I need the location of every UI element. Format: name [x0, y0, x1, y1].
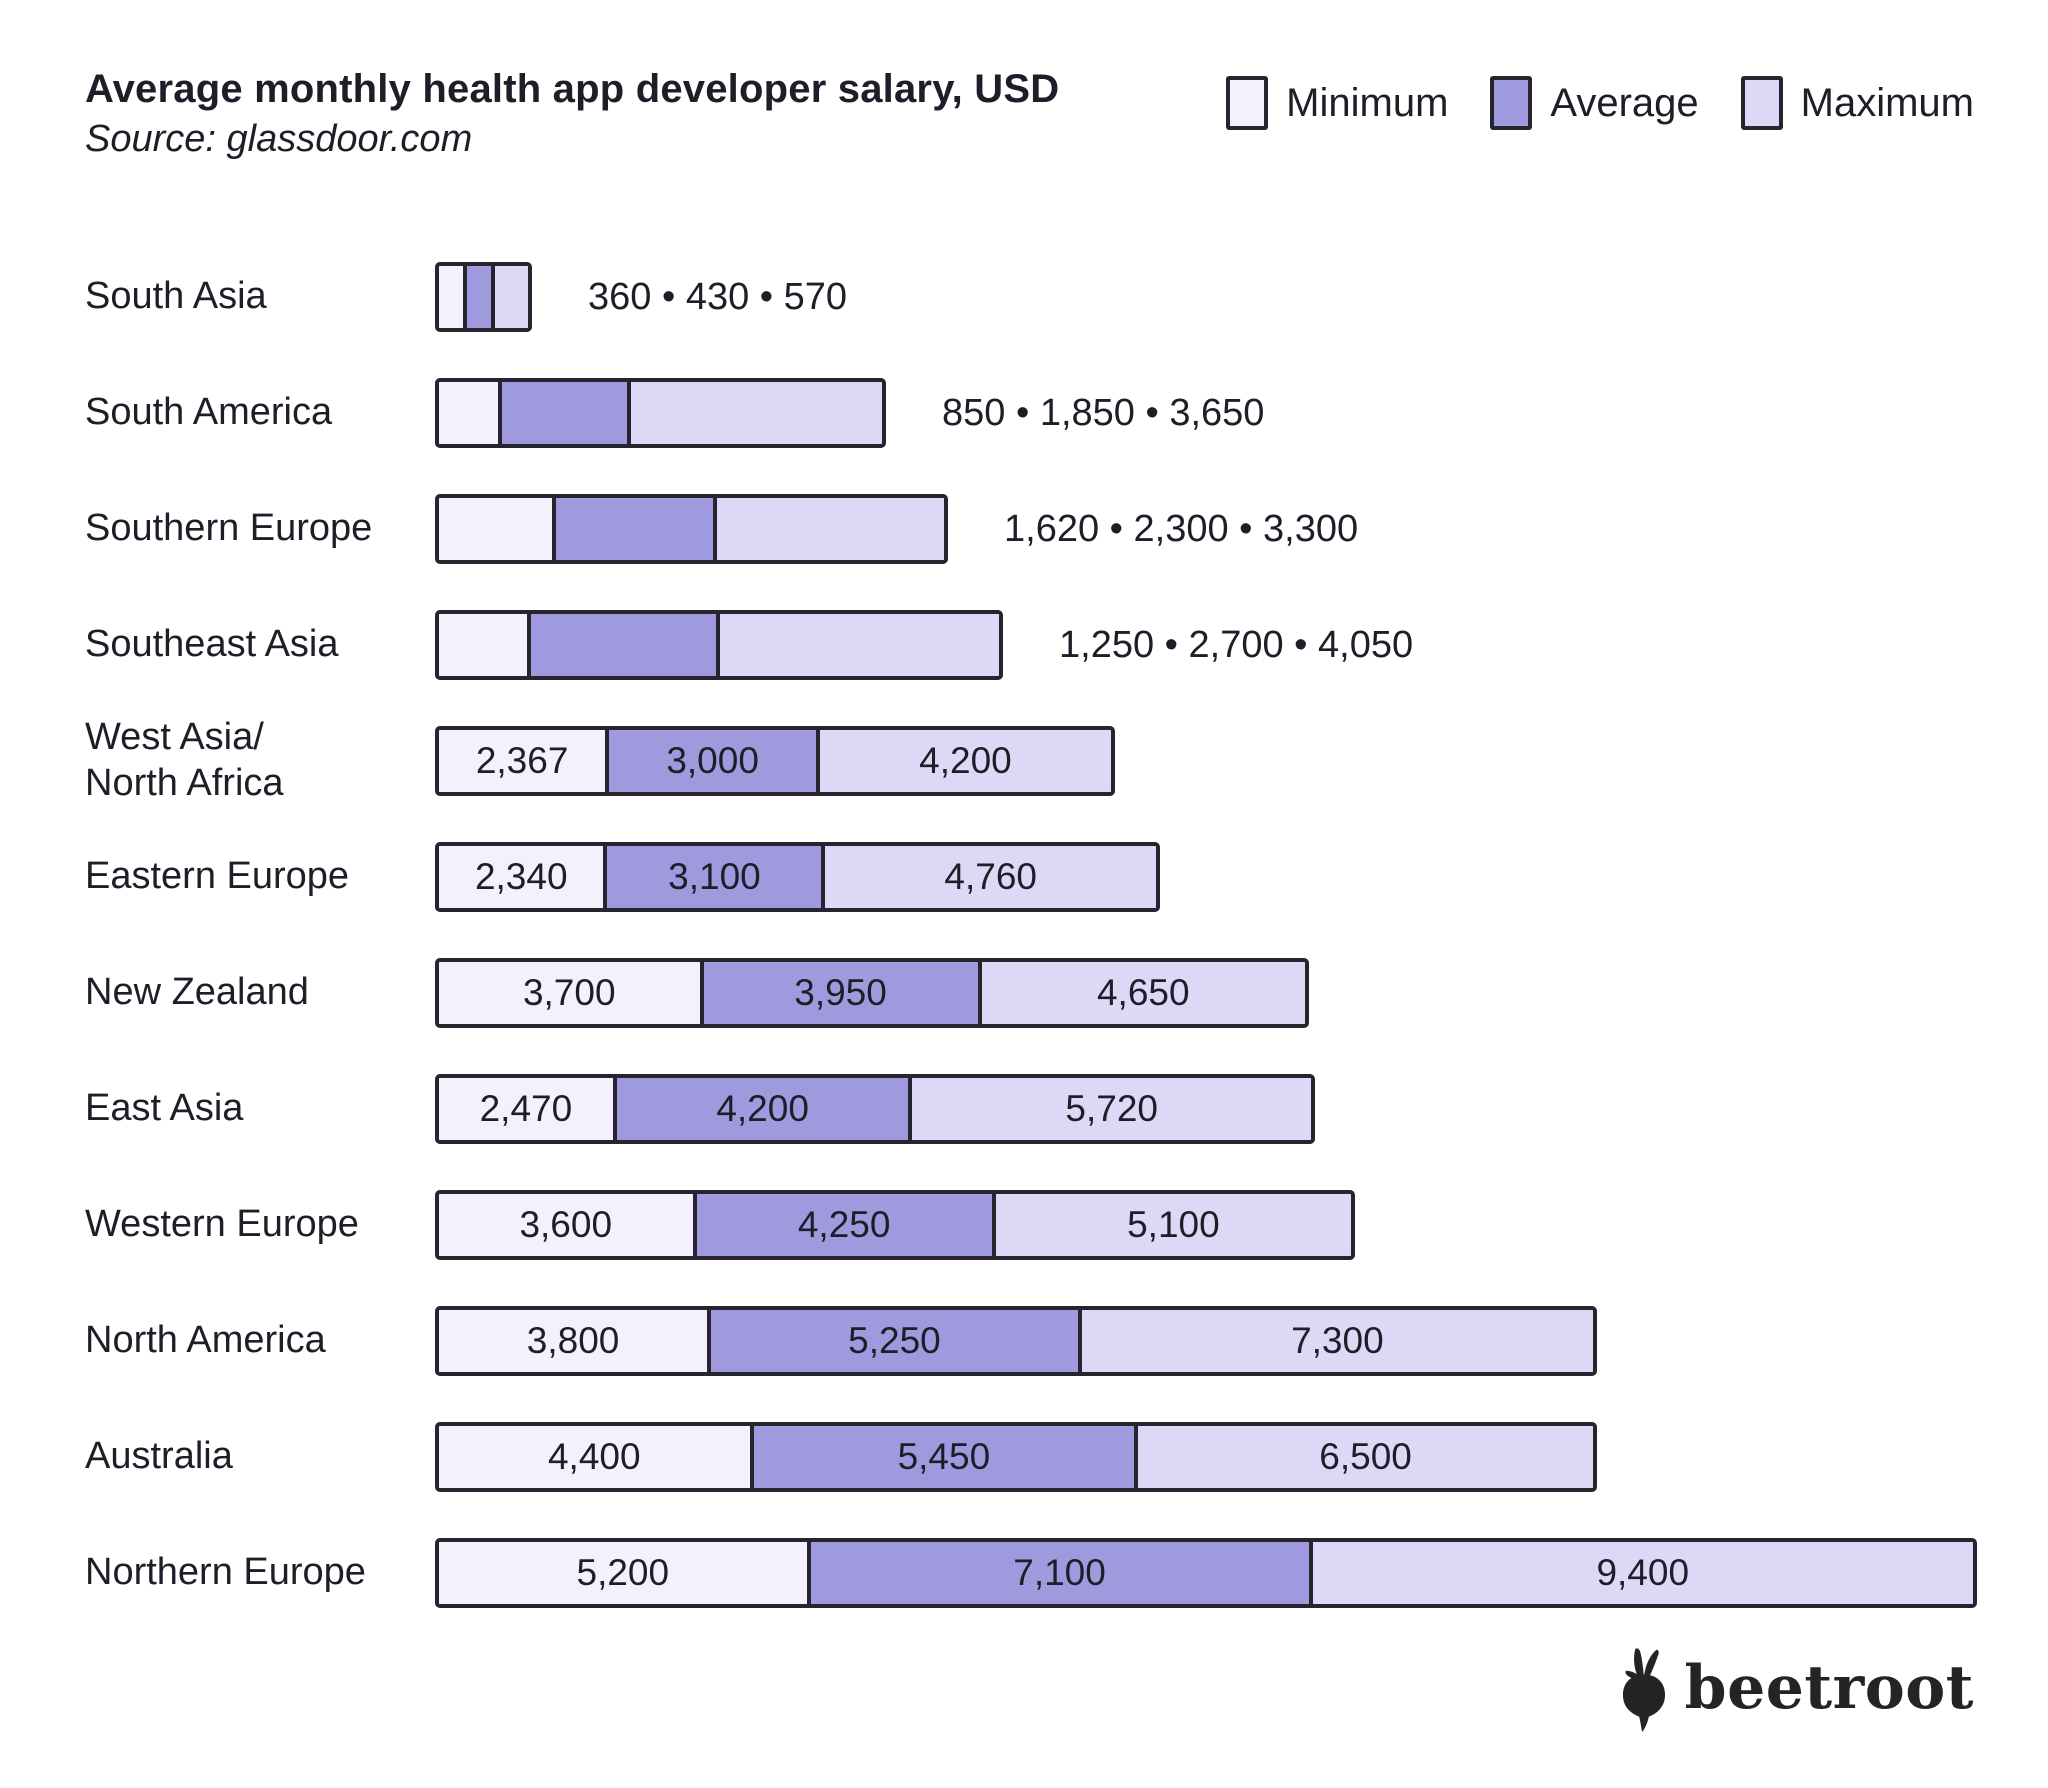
segment-average: 3,000	[605, 730, 816, 792]
segment-minimum: 2,367	[439, 730, 606, 792]
values-label: 1,250 • 2,700 • 4,050	[1059, 623, 1414, 666]
chart-row: West Asia/North Africa 2,367 3,000 4,200	[85, 716, 1977, 804]
average-swatch-icon	[1490, 76, 1533, 130]
legend: Minimum Average Maximum	[1226, 76, 1974, 130]
title-block: Average monthly health app developer sal…	[85, 66, 1059, 162]
segment-average: 7,100	[806, 1542, 1309, 1604]
chart-row: Northern Europe 5,200 7,100 9,400	[85, 1538, 1977, 1608]
legend-item-minimum: Minimum	[1226, 76, 1448, 130]
segment-average: 5,250	[707, 1310, 1078, 1372]
chart-row: South America 850 • 1,850 • 3,650	[85, 378, 1977, 448]
salary-bar	[435, 262, 532, 332]
salary-bar: 3,600 4,250 5,100	[435, 1190, 1355, 1260]
chart-header: Average monthly health app developer sal…	[85, 66, 1974, 162]
segment-minimum	[439, 498, 553, 560]
salary-bar	[435, 494, 948, 564]
region-label: Eastern Europe	[85, 855, 350, 898]
segment-average: 4,200	[612, 1078, 909, 1140]
region-label: Southern Europe	[85, 507, 373, 550]
legend-label-minimum: Minimum	[1286, 81, 1449, 125]
legend-item-average: Average	[1490, 76, 1699, 130]
salary-bar: 2,340 3,100 4,760	[435, 842, 1160, 912]
segment-maximum: 9,400	[1308, 1542, 1973, 1604]
chart-title: Average monthly health app developer sal…	[85, 67, 1060, 111]
segment-minimum	[439, 266, 463, 328]
region-label: Australia	[85, 1435, 233, 1478]
segment-maximum	[490, 266, 528, 328]
segment-maximum: 5,720	[908, 1078, 1311, 1140]
salary-bar: 4,400 5,450 6,500	[435, 1422, 1597, 1492]
values-label: 1,620 • 2,300 • 3,300	[1004, 507, 1359, 550]
salary-bar	[435, 610, 1003, 680]
segment-minimum: 3,800	[439, 1310, 708, 1372]
chart-row: Australia 4,400 5,450 6,500	[85, 1422, 1977, 1492]
chart-row: Southern Europe 1,620 • 2,300 • 3,300	[85, 494, 1977, 564]
values-label: 360 • 430 • 570	[588, 275, 848, 318]
segment-average	[498, 382, 628, 444]
region-label: East Asia	[85, 1087, 244, 1130]
chart-source: Source: glassdoor.com	[85, 118, 473, 160]
segment-minimum	[439, 382, 499, 444]
beet-icon	[1622, 1648, 1665, 1732]
region-label: South America	[85, 391, 333, 434]
chart-row: Western Europe 3,600 4,250 5,100	[85, 1190, 1977, 1260]
brand-logo: beetroot	[1617, 1644, 1974, 1732]
segment-minimum: 5,200	[439, 1542, 807, 1604]
brand-wordmark: beetroot	[1684, 1653, 1974, 1723]
chart-row: North America 3,800 5,250 7,300	[85, 1306, 1977, 1376]
segment-average	[526, 614, 716, 676]
salary-bar: 2,470 4,200 5,720	[435, 1074, 1315, 1144]
segment-maximum: 4,650	[977, 962, 1305, 1024]
chart-rows: South Asia 360 • 430 • 570 South America 85…	[85, 262, 1977, 1608]
segment-average: 5,450	[749, 1426, 1135, 1488]
chart-row: New Zealand 3,700 3,950 4,650	[85, 958, 1977, 1028]
segment-maximum	[713, 498, 944, 560]
salary-bar: 2,367 3,000 4,200	[435, 726, 1115, 796]
region-label: North America	[85, 1319, 326, 1362]
region-label: West Asia/North Africa	[85, 716, 284, 804]
segment-maximum: 5,100	[991, 1194, 1351, 1256]
segment-maximum	[715, 614, 999, 676]
region-label: Southeast Asia	[85, 623, 339, 666]
salary-bar	[435, 378, 886, 448]
segment-minimum: 3,600	[439, 1194, 693, 1256]
region-label: South Asia	[85, 275, 267, 318]
maximum-swatch-icon	[1740, 76, 1783, 130]
legend-label-average: Average	[1550, 81, 1699, 125]
chart-row: Eastern Europe 2,340 3,100 4,760	[85, 842, 1977, 912]
salary-bar: 3,700 3,950 4,650	[435, 958, 1309, 1028]
salary-bar: 5,200 7,100 9,400	[435, 1538, 1977, 1608]
segment-minimum	[439, 614, 527, 676]
segment-minimum: 3,700	[439, 962, 700, 1024]
segment-average: 4,250	[692, 1194, 992, 1256]
segment-maximum	[627, 382, 882, 444]
segment-minimum: 2,340	[439, 846, 604, 908]
chart-row: South Asia 360 • 430 • 570	[85, 262, 1977, 332]
segment-maximum: 4,200	[815, 730, 1111, 792]
minimum-swatch-icon	[1226, 76, 1269, 130]
segment-average	[462, 266, 491, 328]
segment-minimum: 4,400	[439, 1426, 750, 1488]
values-label: 850 • 1,850 • 3,650	[942, 391, 1265, 434]
legend-item-maximum: Maximum	[1740, 76, 1974, 130]
chart-row: Southeast Asia 1,250 • 2,700 • 4,050	[85, 610, 1977, 680]
chart-row: East Asia 2,470 4,200 5,720	[85, 1074, 1977, 1144]
region-label: Northern Europe	[85, 1551, 366, 1594]
segment-average: 3,950	[699, 962, 978, 1024]
legend-label-maximum: Maximum	[1800, 81, 1974, 125]
salary-bar: 3,800 5,250 7,300	[435, 1306, 1597, 1376]
segment-maximum: 4,760	[821, 846, 1156, 908]
segment-minimum: 2,470	[439, 1078, 613, 1140]
region-label: New Zealand	[85, 971, 309, 1014]
segment-average	[552, 498, 714, 560]
region-label: Western Europe	[85, 1203, 359, 1246]
segment-maximum: 6,500	[1134, 1426, 1593, 1488]
segment-maximum: 7,300	[1077, 1310, 1593, 1372]
segment-average: 3,100	[603, 846, 822, 908]
